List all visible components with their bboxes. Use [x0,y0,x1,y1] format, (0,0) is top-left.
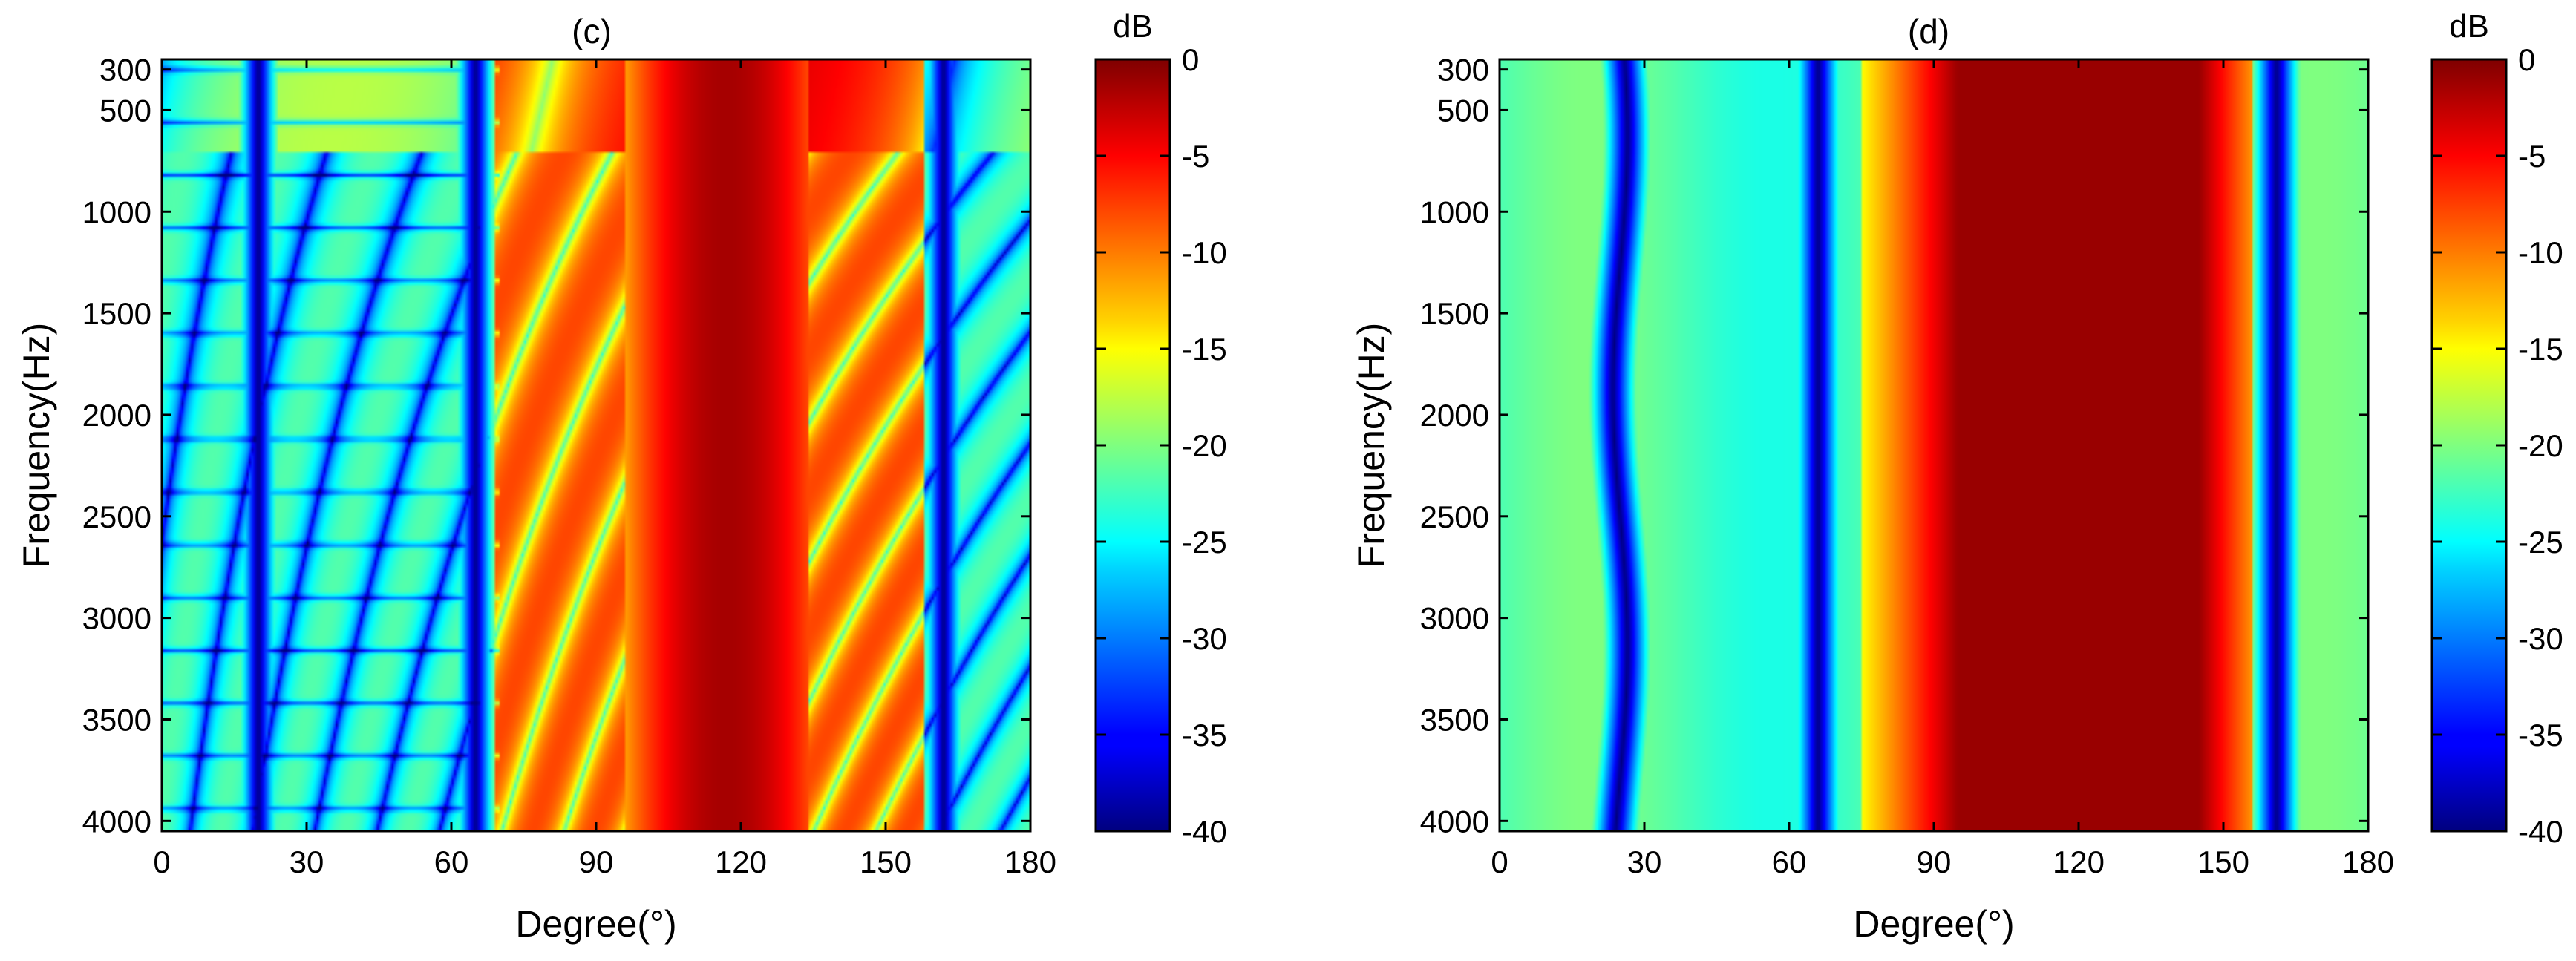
x-axis-ticks: 0 30 60 90 120 150 180 [1491,59,2394,879]
y-tick-label: 1500 [1420,296,1489,331]
x-axis-label: Degree(°) [515,903,676,945]
y-tick-label: 2500 [82,499,151,534]
x-tick-label: 60 [1772,844,1807,879]
x-tick-label: 60 [434,844,469,879]
y-tick-label: 500 [1437,93,1489,128]
colorbar-tick-label: -25 [2518,525,2563,560]
y-tick-label: 1000 [1420,194,1489,229]
colorbar-tick-label: -15 [1182,332,1227,367]
colorbar [2430,58,2508,833]
colorbar-label: dB [1113,8,1153,45]
chart-title: (c) [572,12,612,50]
y-tick-label: 4000 [82,804,151,839]
y-tick-label: 3000 [1420,601,1489,636]
chart-title: (d) [1908,12,1949,50]
y-tick-label: 1000 [82,194,151,229]
colorbar-tick-label: -40 [2518,814,2563,849]
colorbar-tick-label: -25 [1182,525,1227,560]
colorbar [1094,58,1171,833]
colorbar-tick-label: -10 [1182,235,1227,270]
colorbar-tick-label: -5 [2518,139,2546,174]
x-tick-label: 0 [1491,844,1508,879]
y-tick-label: 300 [99,53,151,88]
x-tick-label: 30 [1627,844,1662,879]
y-tick-label: 2000 [82,398,151,433]
x-tick-label: 120 [2053,844,2105,879]
colorbar-tick-label: -35 [2518,718,2563,752]
heatmap-image [1500,59,2368,831]
x-tick-label: 90 [1917,844,1952,879]
y-tick-label: 1500 [82,296,151,331]
colorbar-ticks: 0 -5 -10 -15 -20 -25 -30 -35 -40 [1096,42,1227,849]
x-tick-label: 150 [2197,844,2249,879]
y-tick-label: 2500 [1420,499,1489,534]
colorbar-tick-label: -15 [2518,332,2563,367]
y-tick-label: 3000 [82,601,151,636]
colorbar-ticks: 0 -5 -10 -15 -20 -25 -30 -35 -40 [2432,42,2563,849]
y-tick-label: 2000 [1420,398,1489,433]
colorbar-tick-label: -10 [2518,235,2563,270]
x-tick-label: 0 [153,844,170,879]
colorbar-tick-label: -35 [1182,718,1227,752]
colorbar-tick-label: -20 [2518,428,2563,463]
colorbar-tick-label: -40 [1182,814,1227,849]
y-tick-label: 3500 [1420,702,1489,737]
colorbar-tick-label: 0 [1182,42,1199,77]
colorbar-tick-label: -30 [1182,621,1227,656]
y-tick-label: 4000 [1420,804,1489,839]
y-axis-label: Frequency(Hz) [1350,323,1392,568]
x-tick-label: 30 [290,844,324,879]
y-tick-label: 300 [1437,53,1489,88]
x-axis-ticks: 0 30 60 90 120 150 180 [153,59,1056,879]
y-axis-label: Frequency(Hz) [16,323,57,568]
y-tick-label: 500 [99,93,151,128]
panel-d: (d) 0 30 60 90 120 150 180 300 500 1000 1500 2000 2… [1350,8,2563,945]
colorbar-tick-label: -5 [1182,139,1209,174]
y-axis-ticks: 300 500 1000 1500 2000 2500 3000 3500 4000 [1420,53,2368,839]
colorbar-tick-label: 0 [2518,42,2535,77]
y-axis-ticks: 300 500 1000 1500 2000 2500 3000 3500 4000 [82,53,1030,839]
x-tick-label: 120 [715,844,767,879]
colorbar-label: dB [2449,8,2489,45]
colorbar-tick-label: -20 [1182,428,1227,463]
y-tick-label: 3500 [82,702,151,737]
x-tick-label: 90 [579,844,614,879]
heatmap-image [162,59,1030,831]
x-tick-label: 180 [1004,844,1056,879]
x-tick-label: 150 [860,844,912,879]
colorbar-tick-label: -30 [2518,621,2563,656]
x-axis-label: Degree(°) [1853,903,2014,945]
panel-c: (c) 0 30 60 90 120 150 180 300 500 1000 1500 2000 2… [16,8,1227,945]
x-tick-label: 180 [2342,844,2394,879]
